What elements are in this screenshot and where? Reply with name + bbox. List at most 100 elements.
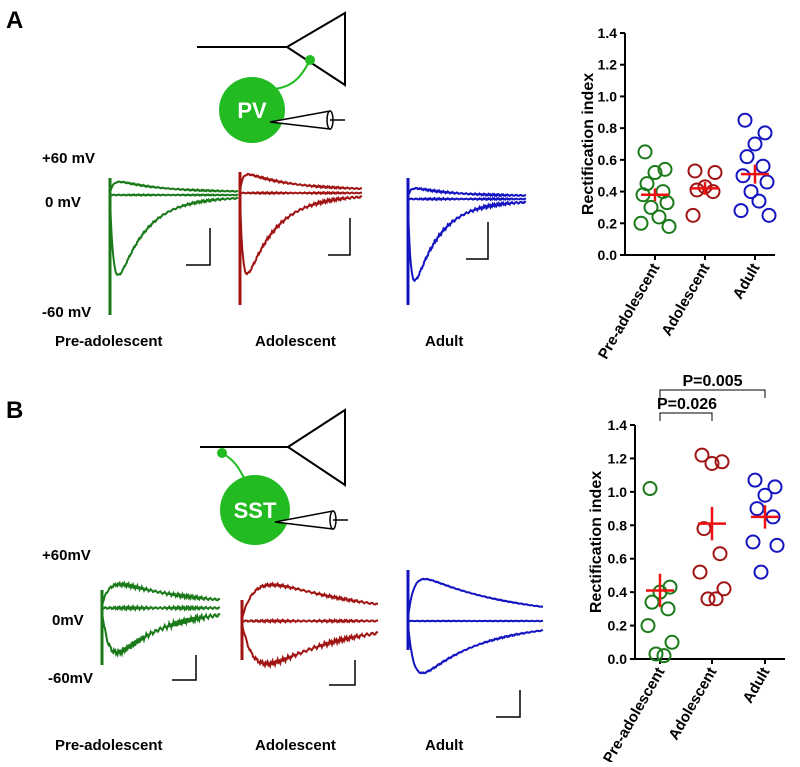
voltage-label: -60 mV — [42, 304, 91, 321]
current-trace — [407, 622, 544, 675]
y-tick-label: 0.8 — [598, 120, 618, 136]
current-trace — [101, 580, 221, 606]
data-point — [753, 564, 769, 580]
voltage-label: 0mV — [52, 612, 84, 629]
current-trace — [241, 622, 379, 670]
x-tick-label: Adult — [740, 665, 774, 707]
current-trace — [101, 603, 221, 613]
data-point — [692, 564, 708, 580]
data-point — [637, 144, 653, 160]
significance-bracket — [659, 412, 713, 421]
y-tick-label: 0.0 — [598, 247, 618, 263]
scale-bar — [466, 222, 489, 260]
trace-label: Adolescent — [255, 333, 336, 350]
trace-label: Adult — [425, 333, 463, 350]
data-point — [747, 136, 763, 152]
data-point — [660, 601, 676, 617]
data-point — [640, 618, 656, 634]
data-point — [704, 455, 720, 471]
data-point — [716, 581, 732, 597]
data-point — [749, 501, 765, 517]
scale-bar — [496, 690, 521, 718]
current-trace — [109, 196, 239, 277]
y-tick-label: 0.2 — [598, 215, 618, 231]
scale-bar — [172, 655, 197, 681]
data-point — [644, 594, 660, 610]
x-tick-label: Pre-adolescent — [595, 261, 663, 363]
data-point — [687, 163, 703, 179]
data-point — [659, 195, 675, 211]
data-point — [745, 534, 761, 550]
trace-label: Adult — [425, 737, 463, 754]
data-point — [648, 646, 664, 662]
current-trace — [109, 180, 239, 193]
y-tick-label: 1.0 — [608, 484, 628, 500]
data-point — [747, 472, 763, 488]
y-tick-label: 0.4 — [598, 184, 618, 200]
current-trace — [407, 196, 527, 202]
data-point — [705, 184, 721, 200]
cell-label: SST — [234, 498, 277, 523]
data-point — [643, 199, 659, 215]
panel-label: A — [6, 7, 23, 34]
y-tick-label: 0.8 — [608, 517, 628, 533]
data-point — [755, 158, 771, 174]
p-value: P=0.005 — [682, 373, 742, 390]
data-point — [696, 521, 712, 537]
data-point — [633, 215, 649, 231]
voltage-label: 0 mV — [45, 194, 81, 211]
trace-label: Pre-adolescent — [55, 737, 163, 754]
current-trace — [407, 619, 544, 623]
data-point — [664, 634, 680, 650]
y-tick-label: 0.4 — [608, 584, 628, 600]
data-point — [767, 479, 783, 495]
x-tick-label: Adolescent — [665, 665, 720, 744]
data-point — [751, 193, 767, 209]
p-value: P=0.026 — [657, 396, 717, 413]
trace-label: Adolescent — [255, 737, 336, 754]
current-trace — [239, 190, 363, 196]
voltage-label: -60mV — [48, 670, 93, 687]
data-point — [651, 209, 667, 225]
current-trace — [241, 581, 379, 619]
current-trace — [239, 194, 363, 276]
data-point — [685, 207, 701, 223]
current-trace — [407, 577, 543, 619]
data-point — [714, 454, 730, 470]
current-trace — [407, 200, 527, 283]
cell-label: PV — [237, 98, 267, 123]
data-point — [700, 591, 716, 607]
data-point — [769, 537, 785, 553]
data-point — [642, 481, 658, 497]
y-tick-label: 0.6 — [608, 551, 628, 567]
data-point — [739, 149, 755, 165]
data-point — [757, 125, 773, 141]
y-tick-label: 1.4 — [598, 25, 618, 41]
scale-bar — [186, 228, 211, 266]
data-point — [733, 203, 749, 219]
y-tick-label: 1.2 — [608, 450, 628, 466]
data-point — [657, 161, 673, 177]
x-tick-label: Adolescent — [658, 261, 713, 340]
neuron-diagram — [200, 408, 348, 545]
data-point — [694, 447, 710, 463]
significance-bracket — [659, 389, 766, 398]
y-tick-label: 0.2 — [608, 618, 628, 634]
data-point — [757, 487, 773, 503]
data-point — [689, 182, 705, 198]
y-tick-label: 1.0 — [598, 88, 618, 104]
y-tick-label: 0.0 — [608, 651, 628, 667]
data-point — [759, 174, 775, 190]
scale-bar — [328, 218, 351, 256]
y-tick-label: 1.4 — [608, 417, 628, 433]
scale-bar — [329, 660, 356, 686]
data-point — [737, 112, 753, 128]
neuron-diagram — [197, 11, 346, 143]
y-tick-label: 0.6 — [598, 152, 618, 168]
data-point — [647, 165, 663, 181]
trace-label: Pre-adolescent — [55, 333, 163, 350]
y-tick-label: 1.2 — [598, 57, 618, 73]
data-point — [743, 184, 759, 200]
y-axis-label: Rectification index — [588, 471, 605, 613]
